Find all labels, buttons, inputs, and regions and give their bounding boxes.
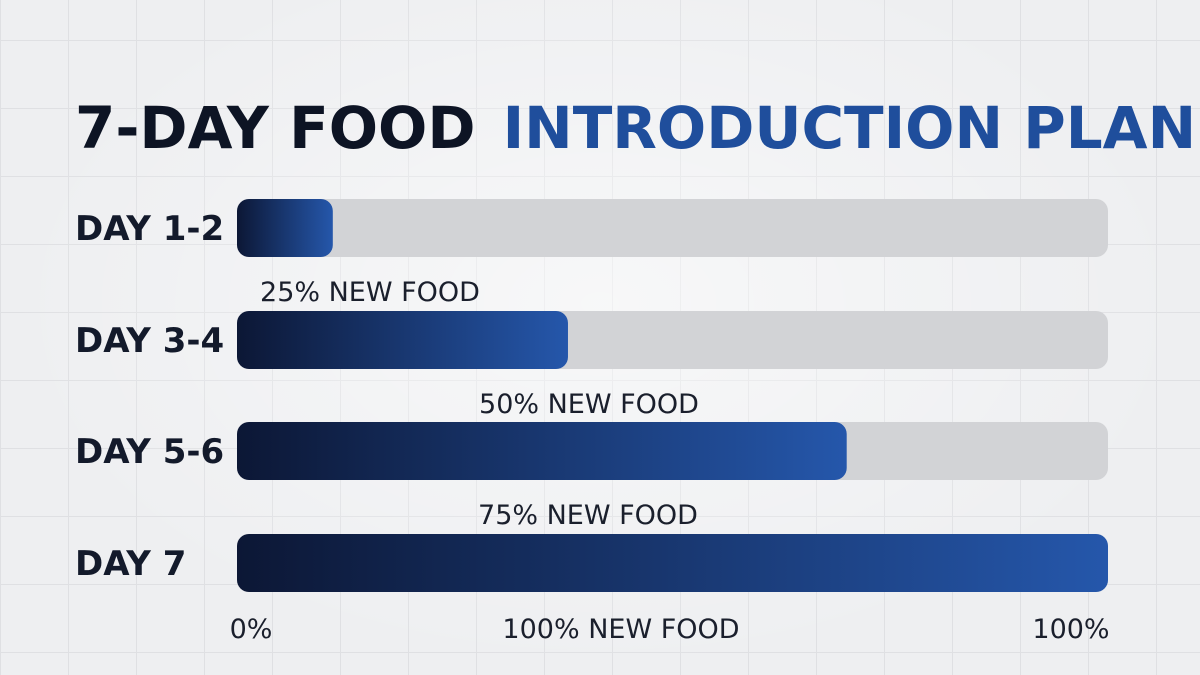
x-tick-label: 0%	[230, 614, 273, 645]
x-center-label: 100% NEW FOOD	[502, 614, 739, 645]
bar-note: 50% NEW FOOD	[479, 389, 699, 420]
category-label: DAY 3-4	[75, 321, 224, 361]
chart-title-part-2: INTRODUCTION PLAN	[503, 94, 1197, 162]
chart-title: 7-DAY FOOD INTRODUCTION PLAN	[75, 94, 1196, 162]
bar-note: 75% NEW FOOD	[478, 500, 698, 531]
bar	[237, 311, 568, 369]
bar-track	[237, 199, 1108, 257]
bar	[237, 422, 847, 480]
bar	[237, 534, 1108, 592]
bar-note: 25% NEW FOOD	[260, 277, 480, 308]
x-tick-label: 100%	[1032, 614, 1109, 645]
chart-title-part-1: 7-DAY FOOD	[75, 94, 475, 162]
x-axis: 0% 100% 100% NEW FOOD	[230, 614, 1110, 645]
bars-group: DAY 1-2 DAY 3-4 DAY 5-6 DAY 7 25% NEW FOOD 50…	[75, 199, 1108, 592]
category-label: DAY 1-2	[75, 209, 224, 249]
bar	[237, 199, 333, 257]
category-label: DAY 7	[75, 544, 186, 584]
category-label: DAY 5-6	[75, 432, 224, 472]
